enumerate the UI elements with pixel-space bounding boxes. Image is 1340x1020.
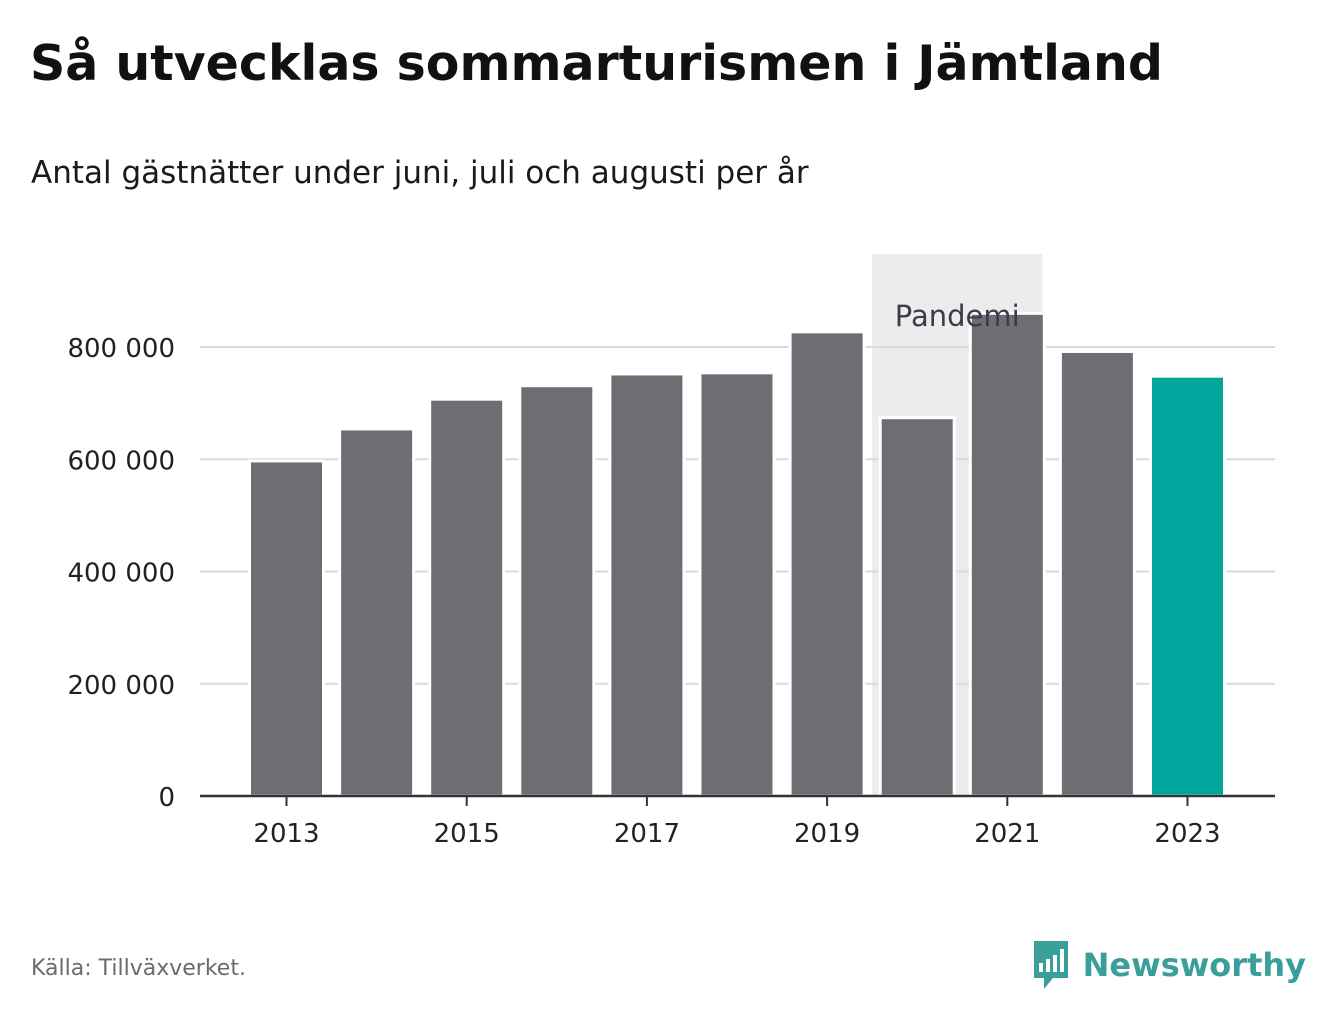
y-tick-label: 400 000 [67, 559, 175, 589]
chart-title: Så utvecklas sommarturismen i Jämtland [30, 35, 1163, 92]
x-tick-label: 2015 [434, 819, 500, 849]
source-note: Källa: Tillväxverket. [31, 956, 246, 981]
bar-2019 [788, 330, 866, 798]
bar-2016 [518, 384, 596, 798]
x-tick-label: 2021 [974, 819, 1040, 849]
brand: Newsworthy [1031, 938, 1306, 992]
y-tick-label: 800 000 [67, 334, 175, 364]
bar-2017 [608, 372, 686, 798]
bar-2014 [338, 427, 416, 798]
chart-subtitle: Antal gästnätter under juni, juli och au… [31, 155, 809, 191]
pandemic-label: Pandemi [895, 299, 1020, 333]
bar-2021 [968, 311, 1046, 798]
newsworthy-logo-icon [1031, 938, 1071, 992]
bar-2022 [1058, 349, 1136, 798]
bar-2013 [248, 459, 325, 798]
x-tick-label: 2013 [253, 819, 319, 849]
y-tick-label: 0 [158, 783, 175, 813]
bar-2020 [878, 416, 956, 798]
bar-2018 [698, 371, 776, 798]
y-tick-label: 600 000 [67, 446, 175, 476]
x-tick-label: 2017 [614, 819, 680, 849]
x-tick-label: 2023 [1154, 819, 1220, 849]
brand-name: Newsworthy [1082, 946, 1306, 984]
bar-2023 [1149, 374, 1226, 798]
bar-2015 [428, 397, 506, 798]
bar-chart: Pandemi 0 200 000 400 000 600 000 800 000 2013… [67, 253, 1275, 849]
y-tick-label: 200 000 [67, 671, 175, 701]
x-tick-label: 2019 [794, 819, 860, 849]
